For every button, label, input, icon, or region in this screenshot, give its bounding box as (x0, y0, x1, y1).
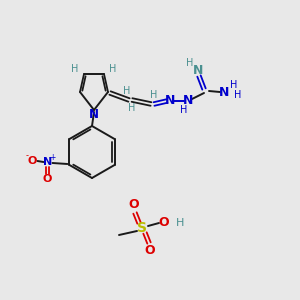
Text: H: H (186, 58, 194, 68)
Text: N: N (165, 94, 175, 107)
Text: N: N (183, 94, 193, 107)
Text: -: - (26, 152, 29, 160)
Text: H: H (128, 103, 136, 113)
Text: H: H (150, 90, 158, 100)
Text: O: O (159, 217, 169, 230)
Text: N: N (89, 109, 99, 122)
Text: N: N (219, 86, 229, 100)
Text: H: H (176, 218, 184, 228)
Text: O: O (129, 199, 139, 212)
Text: H: H (109, 64, 117, 74)
Text: O: O (145, 244, 155, 257)
Text: N: N (193, 64, 203, 77)
Text: H: H (230, 80, 238, 90)
Text: S: S (137, 221, 147, 235)
Text: +: + (49, 152, 56, 161)
Text: H: H (123, 86, 131, 96)
Text: O: O (43, 174, 52, 184)
Text: N: N (43, 157, 52, 167)
Text: O: O (28, 156, 37, 166)
Text: H: H (180, 105, 188, 115)
Text: H: H (234, 90, 242, 100)
Text: H: H (71, 64, 79, 74)
